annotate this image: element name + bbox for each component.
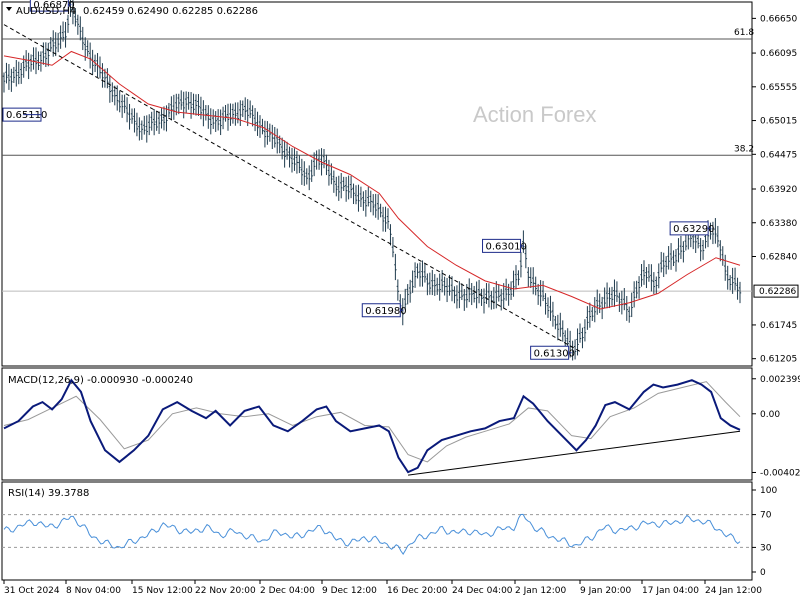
chart-header: AUDUSD,H4 0.62459 0.62490 0.62285 0.6228… [6, 6, 258, 17]
x-axis-label: 9 Dec 12:00 [322, 586, 377, 596]
ohlc-readout: 0.62459 0.62490 0.62285 0.62286 [83, 6, 258, 17]
x-axis-label: 17 Jan 04:00 [642, 586, 699, 596]
rsi-axis-label: 100 [760, 486, 777, 496]
x-axis-label: 16 Dec 20:00 [387, 586, 448, 596]
macd-axis-label: 0.00 [760, 410, 780, 420]
rsi-axis-label: 0 [760, 568, 766, 578]
x-axis-label: 31 Oct 2024 [4, 586, 60, 596]
x-axis-label: 8 Nov 04:00 [66, 586, 121, 596]
price-axis-label: 0.66095 [760, 49, 797, 59]
price-axis-label: 0.61745 [760, 321, 797, 331]
symbol-label: AUDUSD,H4 [16, 6, 76, 17]
rsi-layer [2, 513, 752, 555]
fib-level-label: 38.2 [734, 144, 754, 154]
macd-label: MACD(12,26,9) -0.000930 -0.000240 [8, 375, 193, 386]
x-axis-label: 15 Nov 12:00 [132, 586, 193, 596]
fib-level-label: 61.8 [734, 28, 754, 38]
price-callout-label: 0.63010 [486, 241, 527, 252]
price-axis-label: 0.66650 [760, 14, 797, 24]
rsi-line [3, 513, 741, 555]
triangle-down-icon [6, 7, 12, 11]
price-callout-label: 0.66870 [33, 0, 74, 11]
watermark: Action Forex [473, 102, 597, 127]
macd-axis-label: 0.002399 [760, 375, 800, 385]
moving-average-line [3, 50, 741, 310]
macd-trendline [408, 430, 741, 476]
price-axis-label: 0.62840 [760, 253, 797, 263]
rsi-label: RSI(14) 39.3788 [8, 488, 89, 499]
price-callout-label: 0.65110 [6, 110, 47, 121]
rsi-axis-label: 70 [760, 511, 772, 521]
price-axis-label: 0.63380 [760, 219, 797, 229]
price-axis-label: 0.65555 [760, 83, 797, 93]
rsi-panel-frame [1, 481, 753, 581]
macd-line [3, 378, 741, 474]
macd-panel-frame [1, 367, 753, 481]
price-layer: 61.8 38.2 0.66870 0.65110 0.61980 0.63010 0.61… [2, 0, 754, 361]
x-axis-label: 9 Jan 20:00 [580, 586, 632, 596]
rsi-axis-label: 30 [760, 543, 772, 553]
price-callout-label: 0.61980 [365, 306, 406, 317]
price-axis-label: 0.63920 [760, 185, 797, 195]
dashed-trendline [3, 24, 582, 353]
price-axis-label: 0.65015 [760, 117, 797, 127]
x-axis-label: 24 Jan 12:00 [705, 586, 762, 596]
price-callout-label: 0.61300 [534, 348, 575, 359]
macd-signal-line [3, 381, 741, 463]
price-callout-label: 0.63290 [673, 224, 714, 235]
x-axis-label: 22 Nov 20:00 [195, 586, 256, 596]
price-axis-label: 0.64475 [760, 150, 797, 160]
x-axis-label: 2 Dec 04:00 [260, 586, 315, 596]
x-axis-label: 2 Jan 12:00 [515, 586, 567, 596]
current-price-tag [753, 284, 799, 298]
current-price-label: 0.62286 [759, 287, 796, 297]
price-axis-label: 0.61205 [760, 355, 797, 365]
price-panel-frame [1, 1, 753, 367]
axis-layer: 0.66650 0.66095 0.65555 0.65015 0.64475 0.639… [3, 14, 800, 596]
macd-layer [3, 378, 741, 476]
x-axis-label: 24 Dec 04:00 [452, 586, 513, 596]
